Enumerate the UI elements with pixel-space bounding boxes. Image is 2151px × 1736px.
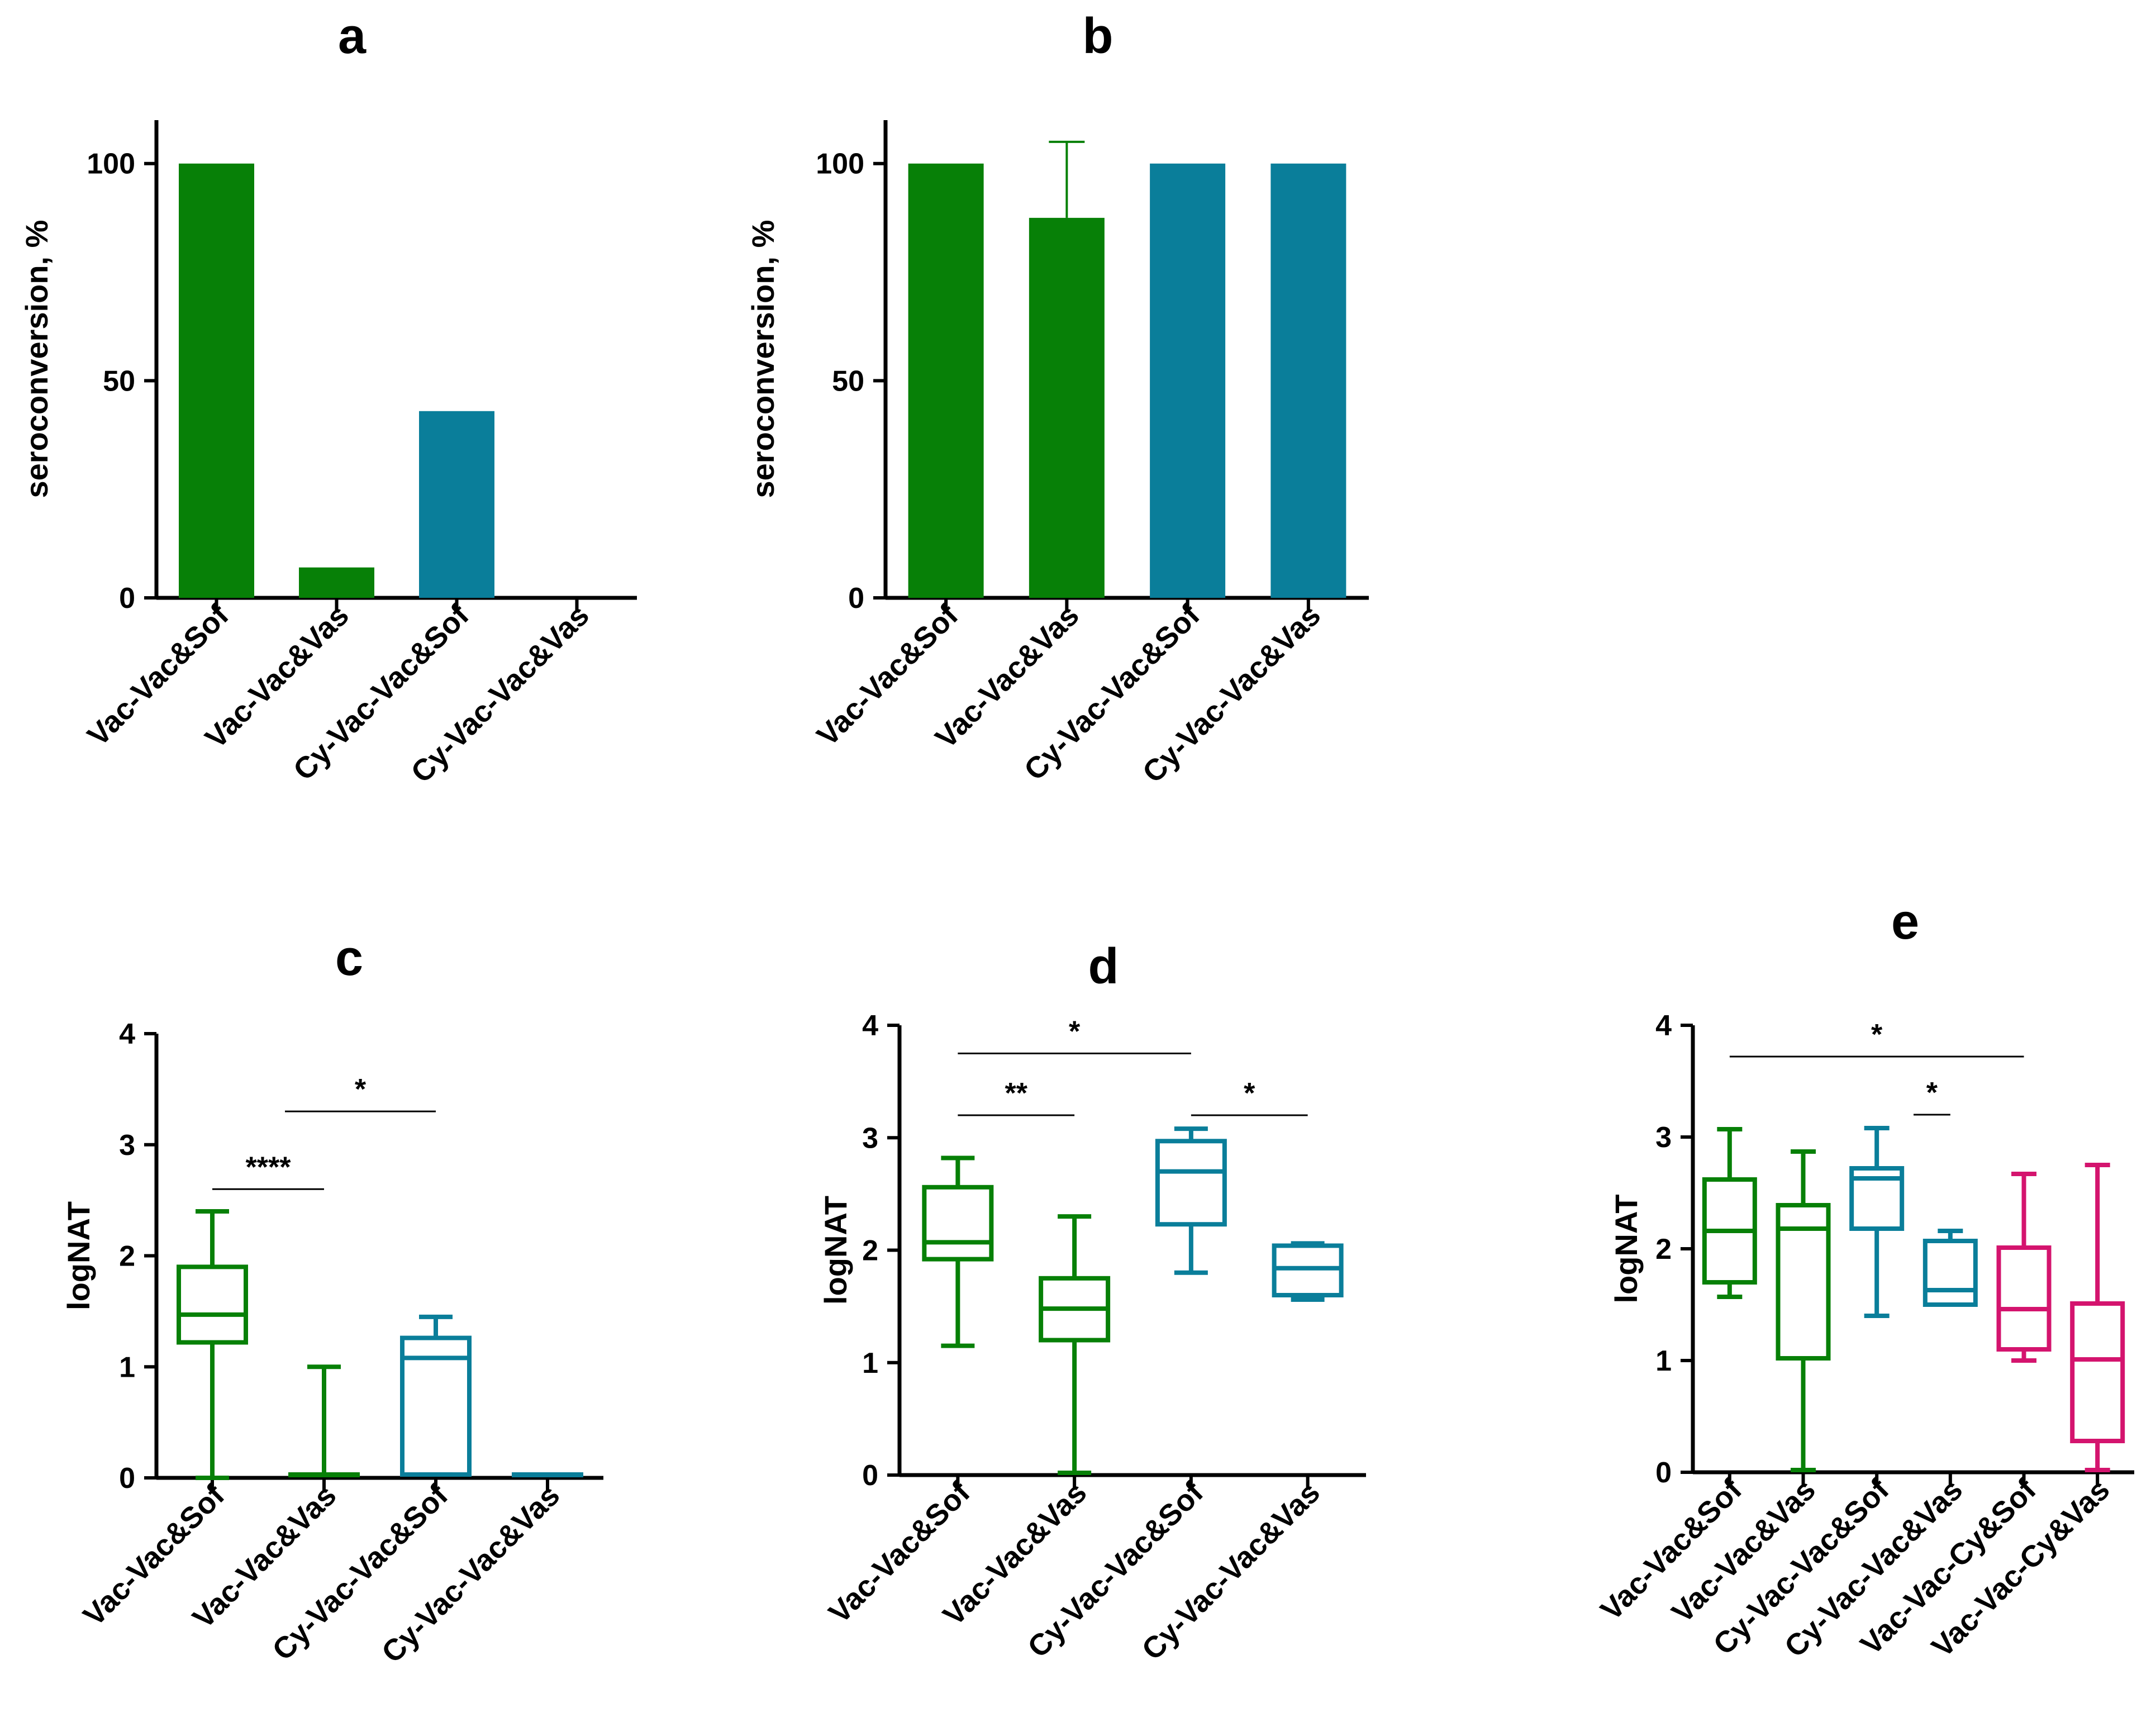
y-tick-label: 100 [87, 148, 135, 180]
significance-label: * [1069, 1015, 1081, 1048]
panel-letter-e: e [1891, 894, 1919, 950]
bar [908, 163, 984, 598]
panel-letter-d: d [1088, 939, 1119, 995]
significance-label: ** [1005, 1077, 1028, 1110]
panel-letter-b: b [1083, 8, 1113, 64]
y-tick-label: 0 [848, 582, 864, 615]
panel-letter-c: c [335, 930, 363, 986]
y-tick-label: 0 [862, 1459, 878, 1492]
bar [1029, 217, 1105, 598]
panel-letter-a: a [338, 8, 367, 64]
box [1849, 1166, 1905, 1231]
y-tick-label: 0 [1655, 1457, 1672, 1489]
box [177, 1264, 248, 1345]
panel-e: elogNAT01234Vac-Vac&SofVac-Vac&VasCy-Vac… [1594, 894, 2134, 1664]
significance-label: **** [246, 1151, 292, 1183]
panel-c: clogNAT01234Vac-Vac&SofVac-Vac&VasCy-Vac… [61, 930, 603, 1670]
box [400, 1335, 472, 1477]
significance-label: * [1926, 1077, 1938, 1109]
y-tick-label: 0 [119, 1462, 135, 1495]
y-tick-label: 4 [1655, 1010, 1672, 1042]
y-axis-title: logNAT [1609, 1195, 1644, 1304]
y-tick-label: 1 [862, 1347, 878, 1380]
y-axis-title: logNAT [61, 1201, 96, 1310]
bar [1150, 163, 1226, 598]
y-axis-title: seroconversion, % [745, 220, 781, 498]
y-tick-label: 3 [119, 1129, 135, 1162]
y-tick-label: 4 [119, 1018, 135, 1050]
y-tick-label: 1 [119, 1351, 135, 1383]
y-tick-label: 2 [862, 1235, 878, 1267]
box [1996, 1245, 2052, 1352]
box [1776, 1203, 1831, 1361]
y-axis-title: logNAT [818, 1196, 853, 1305]
y-tick-label: 1 [1655, 1345, 1672, 1377]
y-tick-label: 3 [862, 1122, 878, 1154]
bar [179, 163, 254, 598]
box [1272, 1243, 1344, 1297]
bar [1270, 163, 1346, 598]
y-tick-label: 50 [103, 365, 135, 397]
y-tick-label: 4 [862, 1010, 878, 1042]
y-tick-label: 2 [1655, 1233, 1672, 1266]
bar [299, 567, 374, 598]
y-tick-label: 3 [1655, 1121, 1672, 1154]
significance-label: * [1871, 1019, 1883, 1051]
significance-label: * [355, 1073, 367, 1106]
y-axis-title: seroconversion, % [19, 220, 54, 498]
significance-label: * [1244, 1077, 1255, 1110]
box [1155, 1139, 1227, 1227]
y-tick-label: 50 [832, 365, 864, 397]
y-tick-label: 0 [119, 582, 135, 615]
box [2070, 1301, 2125, 1443]
bar [419, 411, 494, 598]
panel-d: dlogNAT01234Vac-Vac&SofVac-Vac&VasCy-Vac… [818, 939, 1366, 1667]
y-tick-label: 100 [816, 148, 864, 180]
y-tick-label: 2 [119, 1240, 135, 1273]
box [922, 1185, 994, 1262]
box [1922, 1239, 1978, 1307]
